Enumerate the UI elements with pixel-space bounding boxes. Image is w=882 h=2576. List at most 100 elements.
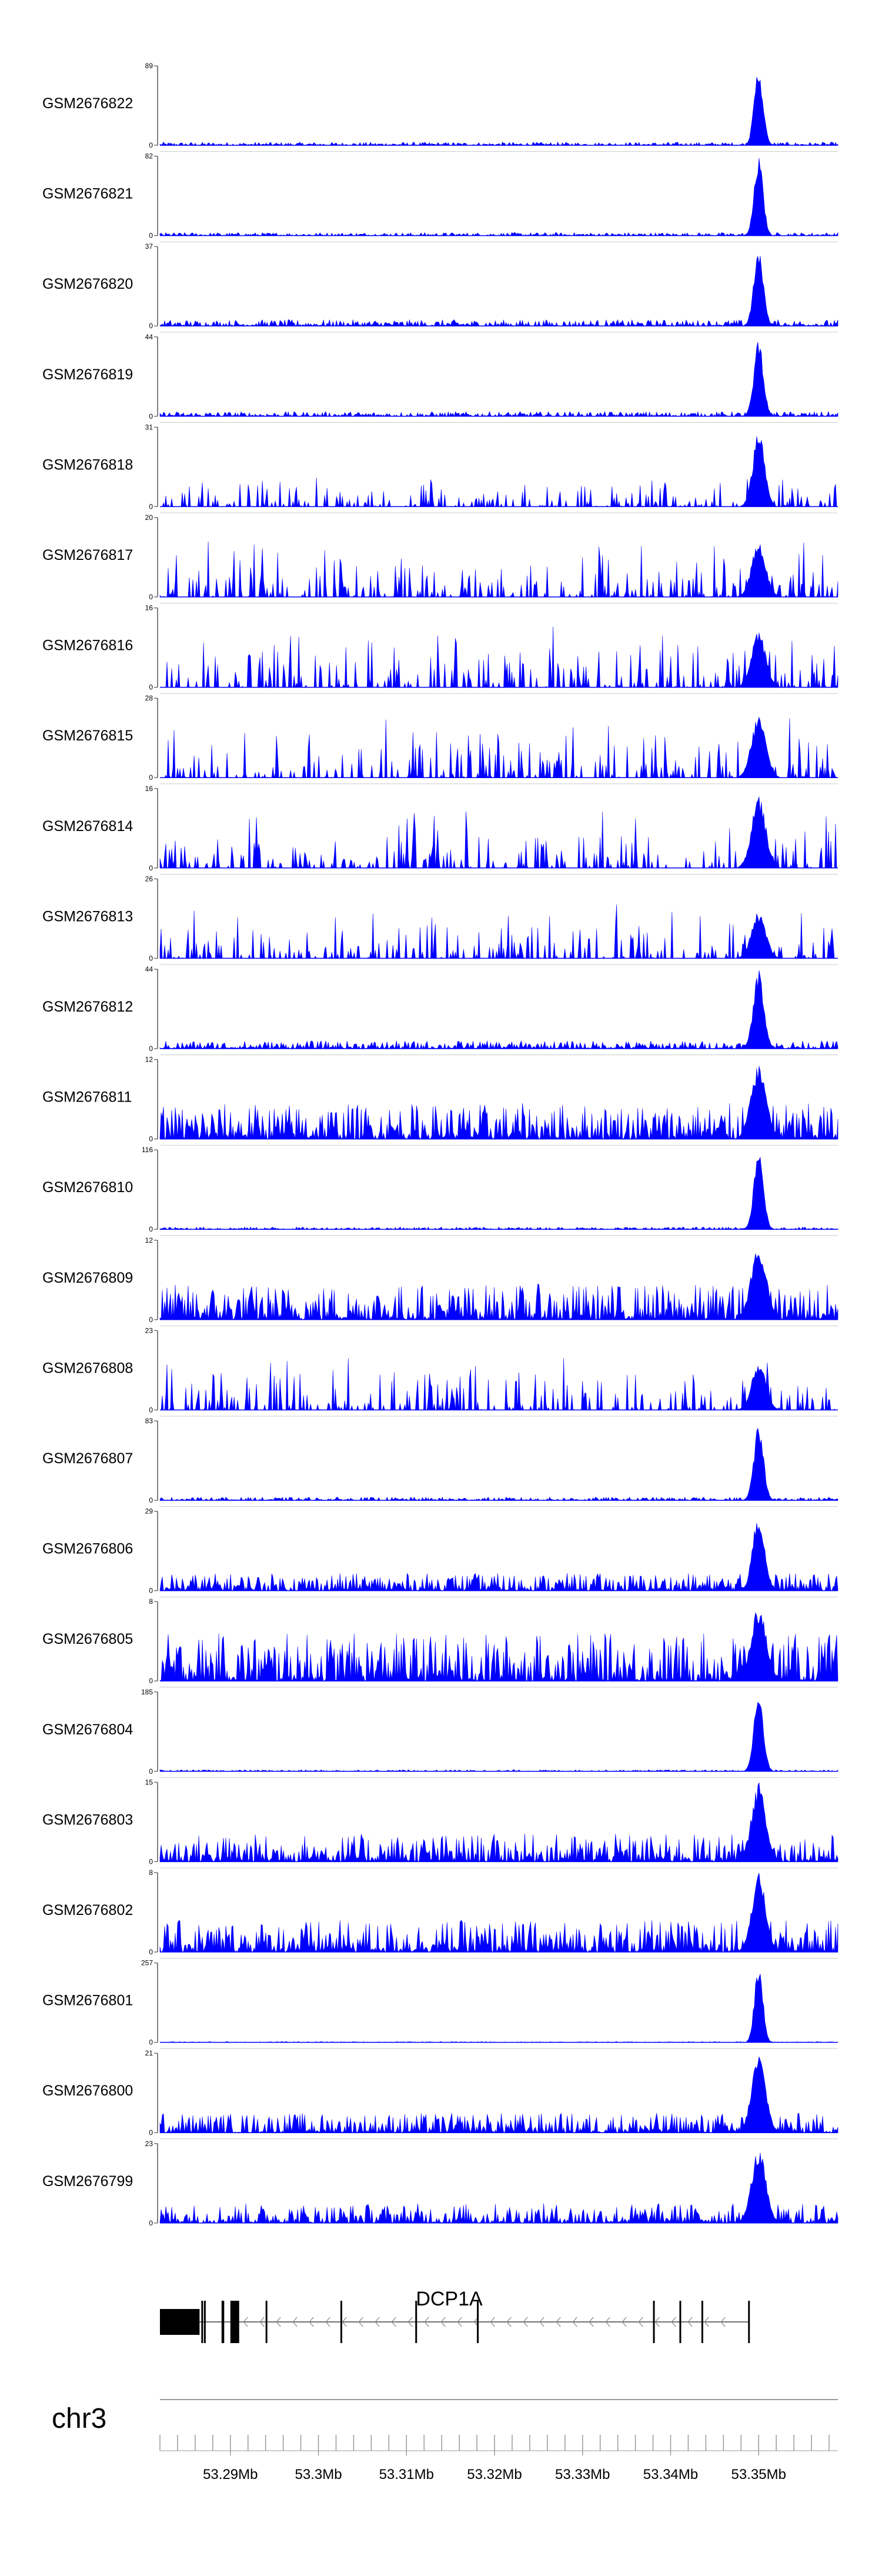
exon bbox=[160, 2309, 200, 2335]
sample-label: GSM2676812 bbox=[42, 999, 133, 1015]
y-min-label: 0 bbox=[149, 1225, 153, 1233]
signal-area bbox=[159, 1156, 838, 1230]
y-min-label: 0 bbox=[149, 1948, 153, 1956]
coverage-tracks: GSM2676822890GSM2676821820GSM2676820370G… bbox=[42, 62, 838, 2227]
track-GSM2676805: GSM2676805 8 0 bbox=[42, 1596, 838, 1685]
y-min-label: 0 bbox=[149, 1677, 153, 1685]
signal-area bbox=[159, 1523, 838, 1591]
chromosome-label: chr3 bbox=[52, 2403, 106, 2434]
sample-label: GSM2676807 bbox=[42, 1450, 133, 1467]
sample-label: GSM2676820 bbox=[42, 276, 133, 292]
sample-label: GSM2676818 bbox=[42, 456, 133, 473]
strand-arrow bbox=[720, 2317, 726, 2327]
signal-area bbox=[159, 796, 838, 869]
sample-label: GSM2676801 bbox=[42, 1993, 133, 2009]
exon bbox=[477, 2301, 479, 2343]
strand-arrow bbox=[572, 2317, 577, 2327]
track-GSM2676818: GSM2676818 31 0 bbox=[42, 422, 838, 510]
track-GSM2676799: GSM2676799 23 0 bbox=[42, 2138, 838, 2227]
signal-area bbox=[159, 541, 838, 598]
y-min-label: 0 bbox=[149, 1045, 153, 1053]
track-GSM2676815: GSM2676815 28 0 bbox=[42, 693, 838, 782]
sample-label: GSM2676816 bbox=[42, 638, 133, 654]
exon bbox=[679, 2301, 681, 2343]
sample-label: GSM2676803 bbox=[42, 1811, 133, 1828]
signal-area bbox=[160, 436, 838, 508]
strand-arrow bbox=[391, 2317, 396, 2327]
signal-area bbox=[160, 716, 838, 779]
sample-label: GSM2676808 bbox=[42, 1360, 133, 1376]
y-min-label: 0 bbox=[149, 1135, 153, 1143]
strand-arrow bbox=[325, 2317, 330, 2327]
sample-label: GSM2676813 bbox=[42, 908, 133, 925]
y-max-label: 257 bbox=[141, 1959, 153, 1967]
y-max-label: 8 bbox=[149, 1597, 153, 1606]
strand-arrow bbox=[457, 2317, 462, 2327]
exon bbox=[415, 2301, 417, 2343]
strand-arrow bbox=[473, 2317, 479, 2327]
strand-arrow bbox=[539, 2317, 544, 2327]
strand-arrow bbox=[622, 2317, 627, 2327]
y-max-label: 37 bbox=[145, 242, 153, 251]
y-min-label: 0 bbox=[149, 683, 153, 692]
strand-arrow bbox=[276, 2317, 281, 2327]
y-max-label: 15 bbox=[145, 1778, 153, 1786]
strand-arrow bbox=[292, 2317, 298, 2327]
y-max-label: 185 bbox=[141, 1688, 153, 1696]
track-GSM2676817: GSM2676817 20 0 bbox=[42, 512, 838, 601]
y-max-label: 16 bbox=[145, 604, 153, 612]
strand-arrow bbox=[605, 2317, 610, 2327]
exon bbox=[201, 2301, 203, 2343]
y-min-label: 0 bbox=[149, 864, 153, 872]
track-GSM2676804: GSM2676804 185 0 bbox=[42, 1687, 838, 1776]
axis-ticks: 53.29Mb 53.3Mb 53.31Mb 53.32Mb 53.33Mb 53.34M… bbox=[159, 2435, 830, 2482]
sample-label: GSM2676802 bbox=[42, 1902, 133, 1918]
track-GSM2676819: GSM2676819 44 0 bbox=[42, 332, 838, 421]
y-max-label: 82 bbox=[145, 152, 153, 161]
signal-area bbox=[160, 626, 838, 688]
signal-area bbox=[159, 1974, 838, 2043]
signal-area bbox=[159, 158, 838, 236]
y-max-label: 23 bbox=[145, 2140, 153, 2148]
track-GSM2676806: GSM2676806 29 0 bbox=[42, 1506, 838, 1595]
exon bbox=[230, 2301, 239, 2343]
y-min-label: 0 bbox=[149, 1857, 153, 1866]
strand-arrow bbox=[243, 2317, 248, 2327]
strand-arrow bbox=[424, 2317, 429, 2327]
signal-area bbox=[159, 77, 838, 146]
y-min-label: 0 bbox=[149, 1406, 153, 1414]
sample-label: GSM2676821 bbox=[42, 186, 133, 202]
gene-track: DCP1A bbox=[160, 2288, 750, 2343]
track-GSM2676814: GSM2676814 16 0 bbox=[42, 783, 838, 872]
signal-area bbox=[159, 255, 838, 327]
y-min-label: 0 bbox=[149, 322, 153, 330]
y-max-label: 12 bbox=[145, 1056, 153, 1064]
y-max-label: 23 bbox=[145, 1326, 153, 1334]
track-GSM2676822: GSM2676822 89 0 bbox=[42, 62, 838, 149]
sample-label: GSM2676809 bbox=[42, 1270, 133, 1286]
strand-arrow bbox=[259, 2317, 265, 2327]
exon bbox=[653, 2301, 655, 2343]
strand-arrow bbox=[556, 2317, 561, 2327]
x-tick-label: 53.3Mb bbox=[295, 2467, 342, 2482]
x-tick-label: 53.33Mb bbox=[555, 2467, 610, 2482]
strand-arrow bbox=[638, 2317, 643, 2327]
y-max-label: 8 bbox=[149, 1868, 153, 1877]
sample-label: GSM2676804 bbox=[42, 1721, 133, 1738]
y-min-label: 0 bbox=[149, 1496, 153, 1504]
y-min-label: 0 bbox=[149, 773, 153, 782]
signal-area bbox=[159, 1253, 838, 1320]
sample-label: GSM2676814 bbox=[42, 818, 133, 835]
signal-area bbox=[159, 1427, 838, 1501]
signal-area bbox=[159, 970, 838, 1050]
signal-area bbox=[159, 1066, 838, 1140]
exon bbox=[265, 2301, 268, 2343]
sample-label: GSM2676800 bbox=[42, 2083, 133, 2099]
strand-arrow bbox=[342, 2317, 347, 2327]
y-min-label: 0 bbox=[149, 1587, 153, 1595]
y-min-label: 0 bbox=[149, 1316, 153, 1324]
exon bbox=[221, 2301, 225, 2343]
x-tick-label: 53.34Mb bbox=[643, 2467, 698, 2482]
track-GSM2676800: GSM2676800 21 0 bbox=[42, 2048, 838, 2137]
track-GSM2676802: GSM2676802 8 0 bbox=[42, 1867, 838, 1956]
